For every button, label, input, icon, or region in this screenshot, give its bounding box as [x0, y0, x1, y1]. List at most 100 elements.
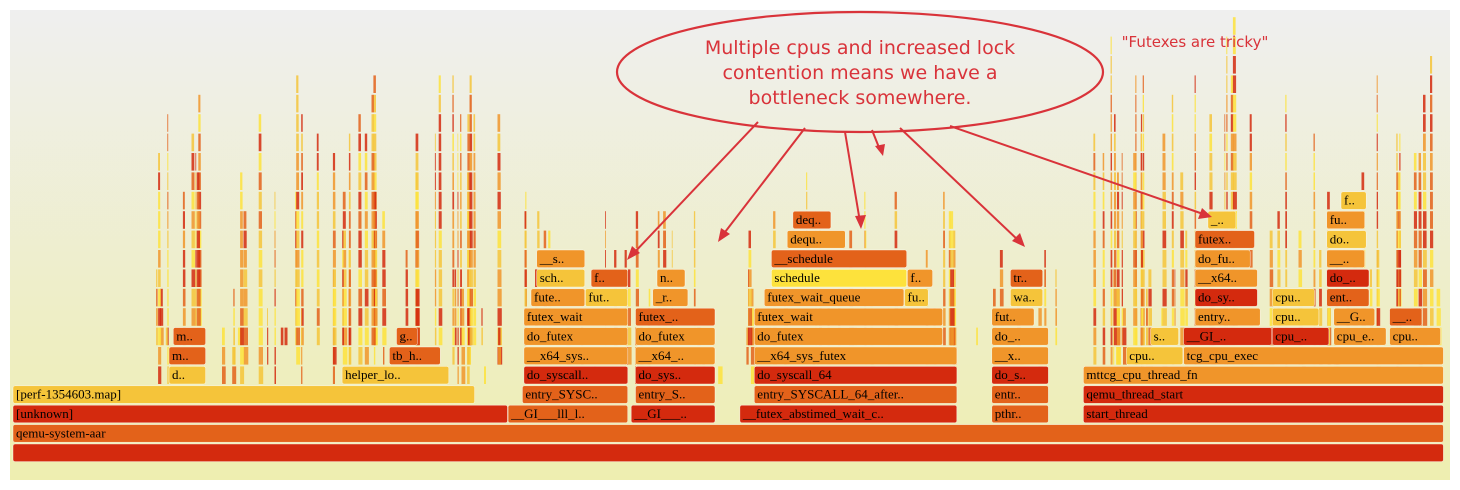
- flame-frame[interactable]: [12, 443, 1444, 462]
- flame-frame[interactable]: futex_wait: [754, 308, 943, 327]
- flame-frame-box[interactable]: [1183, 327, 1272, 346]
- flame-frame-box[interactable]: [1150, 327, 1179, 346]
- flame-frame-box[interactable]: [12, 424, 1444, 443]
- flame-frame[interactable]: pthr..: [991, 405, 1049, 424]
- flame-frame[interactable]: __GI_..: [1183, 327, 1272, 346]
- flame-frame-box[interactable]: [530, 288, 585, 307]
- flame-frame-box[interactable]: [754, 346, 958, 365]
- flame-frame-box[interactable]: [522, 385, 628, 404]
- flame-frame-box[interactable]: [1389, 308, 1423, 327]
- flame-frame[interactable]: tb_h..: [389, 346, 441, 365]
- flame-frame-box[interactable]: [904, 288, 929, 307]
- flame-frame-box[interactable]: [341, 366, 450, 385]
- flame-frame[interactable]: __x64_sys_futex: [754, 346, 958, 365]
- flame-frame-box[interactable]: [1083, 405, 1444, 424]
- flame-frame[interactable]: fu..: [904, 288, 929, 307]
- flame-frame[interactable]: __x..: [991, 346, 1049, 365]
- flame-frame-box[interactable]: [1340, 191, 1367, 210]
- flame-frame[interactable]: start_thread: [1083, 405, 1444, 424]
- flame-frame[interactable]: _..: [1207, 210, 1237, 229]
- flame-frame-box[interactable]: [991, 308, 1035, 327]
- flame-frame[interactable]: do_s..: [991, 366, 1049, 385]
- flame-frame-box[interactable]: [1194, 230, 1255, 249]
- flame-frame[interactable]: futex_wait: [523, 308, 629, 327]
- flame-frame[interactable]: entry..: [1194, 308, 1261, 327]
- flame-frame[interactable]: helper_lo..: [341, 366, 450, 385]
- flame-frame[interactable]: d..: [168, 366, 206, 385]
- flame-frame[interactable]: schedule: [771, 269, 907, 288]
- flame-frame[interactable]: g..: [396, 327, 418, 346]
- flame-frame[interactable]: cpu..: [1272, 308, 1320, 327]
- flame-frame-box[interactable]: [507, 405, 628, 424]
- flame-frame-box[interactable]: [168, 366, 206, 385]
- flame-frame-box[interactable]: [1272, 308, 1320, 327]
- flame-frame[interactable]: do_sys..: [635, 366, 716, 385]
- flame-frame[interactable]: f..: [590, 269, 628, 288]
- flame-frame[interactable]: n..: [656, 269, 686, 288]
- flame-frame[interactable]: qemu-system-aar: [12, 424, 1444, 443]
- flame-frame[interactable]: __x64..: [1194, 269, 1258, 288]
- flame-frame-box[interactable]: [754, 327, 943, 346]
- flame-frame[interactable]: __G..: [1333, 308, 1375, 327]
- flame-frame[interactable]: m..: [173, 327, 206, 346]
- flame-frame[interactable]: entr..: [991, 385, 1049, 404]
- flame-frame-box[interactable]: [1333, 308, 1375, 327]
- flame-frame-box[interactable]: [173, 327, 206, 346]
- flame-frame-box[interactable]: [991, 327, 1049, 346]
- flame-frame[interactable]: do_..: [991, 327, 1049, 346]
- flame-frame[interactable]: sch..: [536, 269, 586, 288]
- flame-frame[interactable]: ent..: [1326, 288, 1370, 307]
- flame-frame[interactable]: _r..: [652, 288, 689, 307]
- flame-frame[interactable]: mttcg_cpu_thread_fn: [1083, 366, 1444, 385]
- flame-frame[interactable]: __..: [1326, 249, 1365, 268]
- flame-frame-box[interactable]: [1272, 327, 1330, 346]
- flame-frame[interactable]: futex_..: [635, 308, 716, 327]
- flame-frame-box[interactable]: [754, 308, 943, 327]
- flame-frame-box[interactable]: [1326, 269, 1370, 288]
- flame-frame[interactable]: [perf-1354603.map]: [12, 385, 475, 404]
- flame-frame-box[interactable]: [1326, 210, 1365, 229]
- flame-frame[interactable]: do..: [1326, 230, 1367, 249]
- flame-frame-box[interactable]: [907, 269, 933, 288]
- flame-frame[interactable]: do_futex: [523, 327, 629, 346]
- flame-frame[interactable]: tcg_cpu_exec: [1183, 346, 1444, 365]
- flame-frame[interactable]: entry_SYSCALL_64_after..: [754, 385, 958, 404]
- flame-frame[interactable]: __GI___lll_l..: [507, 405, 628, 424]
- flame-frame-box[interactable]: [1183, 346, 1444, 365]
- flame-frame-box[interactable]: [1333, 327, 1387, 346]
- flame-frame[interactable]: cpu..: [1126, 346, 1184, 365]
- flame-frame-box[interactable]: [1194, 308, 1261, 327]
- flame-frame-box[interactable]: [523, 346, 629, 365]
- flame-frame[interactable]: cpu..: [1389, 327, 1441, 346]
- flame-frame-box[interactable]: [991, 346, 1049, 365]
- flame-frame[interactable]: tr..: [1010, 269, 1043, 288]
- flame-frame-box[interactable]: [635, 308, 716, 327]
- flame-frame-box[interactable]: [590, 269, 628, 288]
- flame-frame[interactable]: cpu..: [1272, 288, 1315, 307]
- flame-frame[interactable]: qemu_thread_start: [1083, 385, 1444, 404]
- flame-frame[interactable]: entry_SYSC..: [522, 385, 628, 404]
- flame-frame[interactable]: do_..: [1326, 269, 1370, 288]
- flame-frame-box[interactable]: [523, 308, 629, 327]
- flame-frame-box[interactable]: [12, 443, 1444, 462]
- flame-frame-box[interactable]: [1194, 249, 1251, 268]
- flame-frame-box[interactable]: [523, 327, 629, 346]
- flame-frame-box[interactable]: [389, 346, 441, 365]
- flame-frame[interactable]: fute..: [530, 288, 585, 307]
- flame-frame-box[interactable]: [991, 385, 1049, 404]
- flame-frame[interactable]: do_sy..: [1194, 288, 1258, 307]
- flame-frame-box[interactable]: [1207, 210, 1237, 229]
- flame-frame-box[interactable]: [1389, 327, 1441, 346]
- flame-frame[interactable]: wa..: [1010, 288, 1043, 307]
- flame-frame-box[interactable]: [585, 288, 628, 307]
- flame-frame-box[interactable]: [771, 249, 907, 268]
- flame-frame-box[interactable]: [787, 230, 846, 249]
- flame-frame-box[interactable]: [635, 385, 716, 404]
- flame-frame[interactable]: __GI___..: [631, 405, 716, 424]
- flame-frame-box[interactable]: [523, 366, 629, 385]
- flame-frame[interactable]: f..: [907, 269, 933, 288]
- flame-frame[interactable]: do_futex: [635, 327, 716, 346]
- flame-frame[interactable]: cpu_e..: [1333, 327, 1387, 346]
- flame-frame-box[interactable]: [1272, 288, 1315, 307]
- flame-frame[interactable]: fu..: [1326, 210, 1365, 229]
